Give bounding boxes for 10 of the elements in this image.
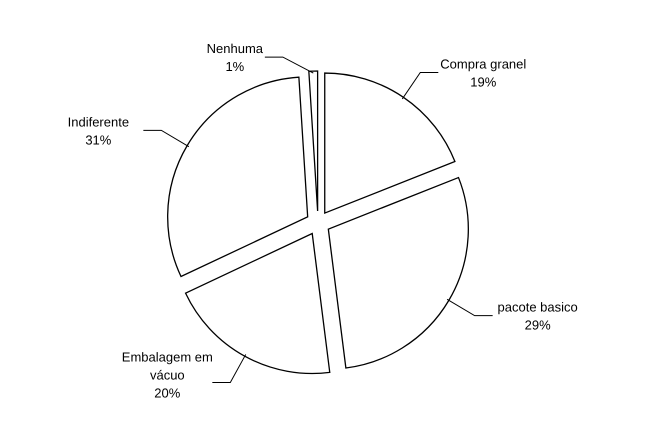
slice-label: Nenhuma	[206, 41, 264, 56]
data-label: 20%	[154, 385, 181, 400]
data-label: 1%	[225, 59, 245, 74]
slice-label: Indiferente	[68, 114, 130, 130]
data-label: 19%	[470, 74, 497, 90]
slice-label: Compra granel	[440, 56, 526, 72]
legend-label: pacote basico	[498, 300, 578, 315]
data-label: 31%	[85, 132, 112, 148]
data-label: 29%	[524, 318, 552, 333]
slice-label: Embalagem em vácuo	[122, 349, 213, 382]
